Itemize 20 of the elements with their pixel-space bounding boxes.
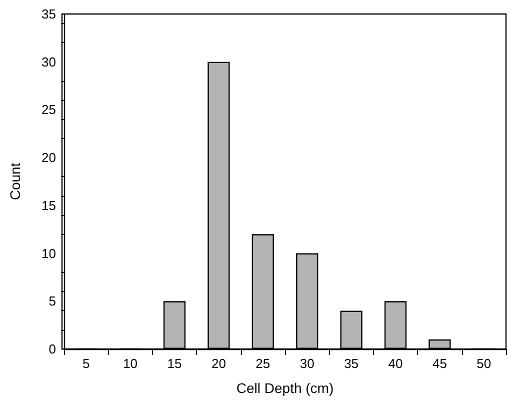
- x-tick-label: 35: [344, 356, 359, 371]
- x-tick-label: 45: [432, 356, 447, 371]
- y-axis-title: Count: [7, 162, 23, 200]
- y-tick-label: 10: [42, 246, 56, 261]
- x-tick-label: 50: [476, 356, 492, 371]
- x-tick-label: 30: [300, 356, 314, 371]
- y-tick-label: 35: [42, 6, 56, 22]
- x-tick-label: 15: [167, 356, 182, 371]
- y-tick-label: 30: [42, 54, 56, 70]
- x-tick-label: 25: [256, 356, 270, 371]
- y-tick-label: 20: [42, 150, 56, 166]
- y-tick-label: 15: [42, 198, 56, 213]
- x-tick-label: 10: [123, 356, 138, 371]
- x-axis-title: Cell Depth (cm): [236, 380, 334, 396]
- y-tick-label: 25: [42, 102, 56, 118]
- x-tick-label: 40: [388, 356, 403, 371]
- y-tick-label: 0: [48, 342, 56, 356]
- y-tick-label: 5: [48, 294, 56, 309]
- x-tick-label: 20: [211, 356, 226, 371]
- x-tick-label: 5: [82, 356, 90, 371]
